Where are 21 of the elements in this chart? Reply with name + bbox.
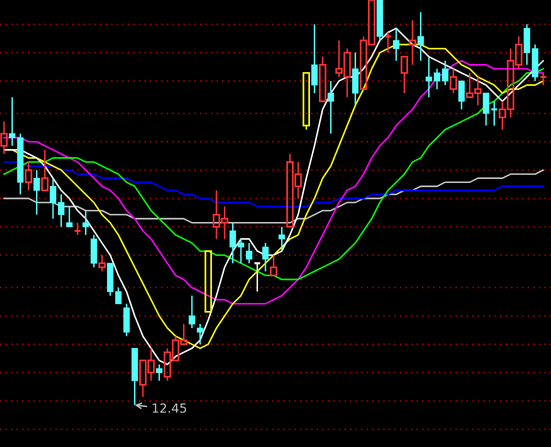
candlestick xyxy=(278,226,285,252)
annotation: 12.45 xyxy=(152,403,186,413)
candlestick xyxy=(246,242,252,264)
candlestick xyxy=(408,20,416,66)
candlestick xyxy=(426,56,432,98)
candlestick xyxy=(532,44,538,82)
candlestick xyxy=(58,194,64,228)
candlestick xyxy=(156,364,162,382)
candlestick xyxy=(352,52,359,106)
candlestick xyxy=(82,210,89,236)
candlestick xyxy=(417,11,424,62)
candlestick xyxy=(490,100,498,126)
candlestick xyxy=(524,24,530,66)
candlestick xyxy=(33,169,40,216)
candlestick xyxy=(188,294,196,329)
candlestick xyxy=(442,60,448,86)
candlestick xyxy=(196,323,204,345)
candlestick xyxy=(123,303,130,337)
candlestick xyxy=(392,28,400,62)
candlestick xyxy=(90,234,98,268)
candlestick xyxy=(328,80,334,134)
